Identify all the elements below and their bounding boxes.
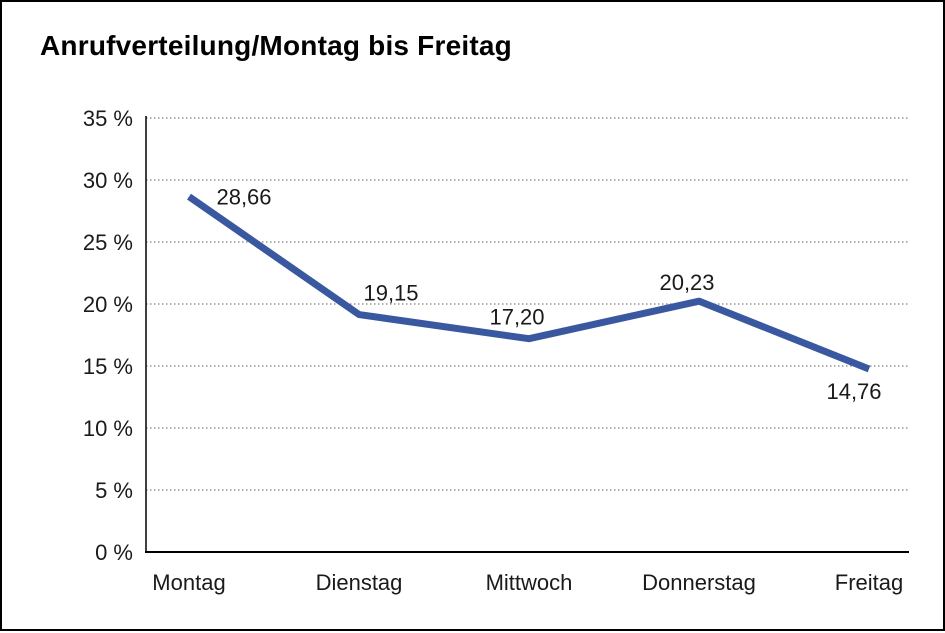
x-axis-label: Dienstag (316, 570, 403, 595)
y-axis-label: 20 % (83, 292, 133, 317)
data-point-label: 20,23 (659, 270, 714, 295)
x-axis-label: Freitag (835, 570, 903, 595)
y-axis-label: 5 % (95, 478, 133, 503)
y-axis-label: 10 % (83, 416, 133, 441)
x-axis-label: Montag (152, 570, 225, 595)
data-point-label: 19,15 (363, 281, 418, 306)
chart-title: Anrufverteilung/Montag bis Freitag (40, 30, 512, 61)
x-axis-label: Donnerstag (642, 570, 756, 595)
x-axis-label: Mittwoch (486, 570, 573, 595)
data-point-label: 17,20 (489, 305, 544, 330)
y-axis-label: 0 % (95, 540, 133, 565)
data-point-label: 28,66 (216, 185, 271, 210)
y-axis-label: 35 % (83, 106, 133, 131)
series-line (187, 193, 871, 373)
y-axis-label: 15 % (83, 354, 133, 379)
data-point-label: 14,76 (826, 379, 881, 404)
y-axis-label: 30 % (83, 168, 133, 193)
y-axis-label: 25 % (83, 230, 133, 255)
